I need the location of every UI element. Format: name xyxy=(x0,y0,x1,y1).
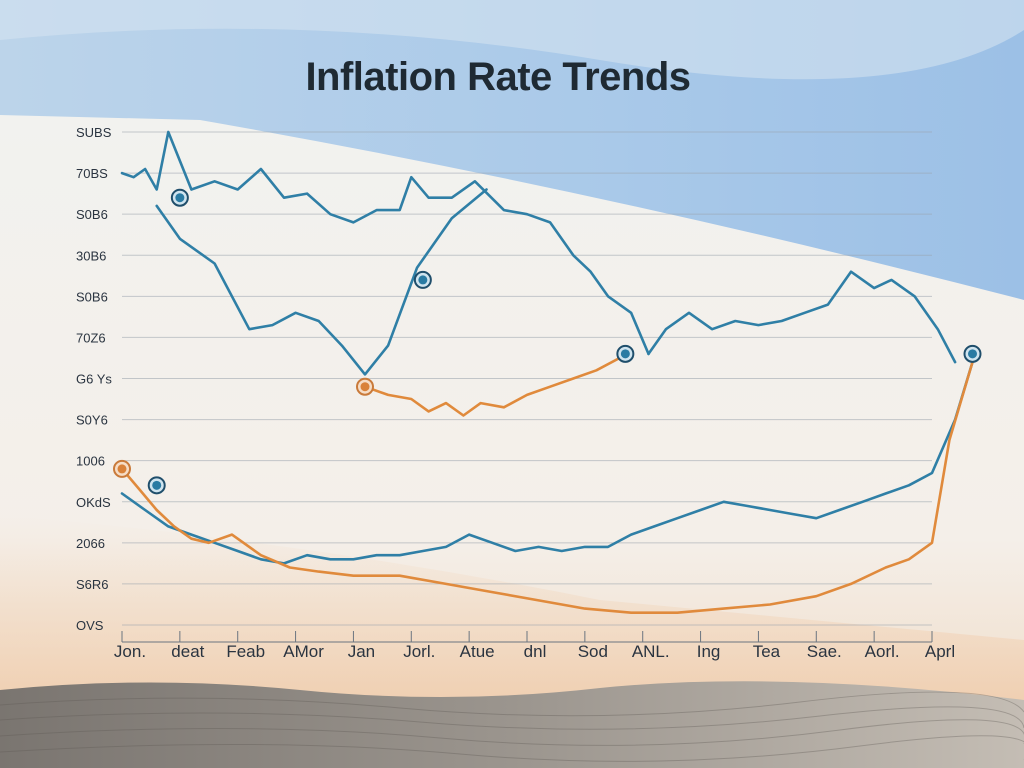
series-line-5 xyxy=(120,360,974,615)
data-point-marker xyxy=(113,459,131,478)
series-line-1 xyxy=(120,130,650,356)
y-tick-label: S0B6 xyxy=(76,289,108,304)
x-tick-label: Jan xyxy=(348,642,375,661)
x-tick-label: Feab xyxy=(226,642,265,661)
y-tick-label: S6R6 xyxy=(76,577,109,592)
y-tick-label: 70BS xyxy=(76,166,108,181)
data-point-marker xyxy=(413,270,432,289)
y-tick-label: 70Z6 xyxy=(76,330,106,345)
x-tick-label: Atue xyxy=(460,642,495,661)
series-layer xyxy=(120,130,974,615)
x-tick-label: Aprl xyxy=(925,642,955,661)
x-axis: Jon. deat Feab AMor Jan Jorl. Atue dnl Sod ANL. In… xyxy=(114,631,955,661)
data-point-marker xyxy=(170,188,189,207)
grid xyxy=(122,131,932,626)
y-tick-label: 30B6 xyxy=(76,248,106,263)
data-point-marker xyxy=(356,377,374,396)
series-line-6 xyxy=(363,356,621,417)
x-tick-label: dnl xyxy=(524,642,547,661)
y-tick-label: S0B6 xyxy=(76,207,108,222)
y-axis: SUBS 70BS S0B6 30B6 S0B6 70Z6 G6 Ys S0Y6 1006 OKd… xyxy=(76,125,112,633)
x-tick-label: deat xyxy=(171,642,204,661)
x-tick-label: Ing xyxy=(697,642,721,661)
y-tick-label: 2066 xyxy=(76,536,105,551)
x-tick-label: Tea xyxy=(753,642,781,661)
y-tick-label: OKdS xyxy=(76,495,111,510)
x-tick-label: ANL. xyxy=(632,642,670,661)
x-tick-label: Aorl. xyxy=(865,642,900,661)
x-tick-label: AMor xyxy=(283,642,324,661)
y-tick-label: S0Y6 xyxy=(76,413,108,428)
x-tick-label: Jon. xyxy=(114,642,146,661)
series-line-2 xyxy=(155,188,488,376)
data-point-marker xyxy=(616,344,635,363)
data-point-marker xyxy=(963,344,982,363)
y-tick-label: OVS xyxy=(76,618,104,633)
chart-title: Inflation Rate Trends xyxy=(305,55,690,99)
series-line-3 xyxy=(647,270,957,364)
x-tick-label: Jorl. xyxy=(403,642,435,661)
y-tick-label: 1006 xyxy=(76,454,105,469)
y-tick-label: SUBS xyxy=(76,125,112,140)
series-line-4 xyxy=(120,360,974,565)
data-point-marker xyxy=(147,476,166,495)
x-tick-label: Sod xyxy=(578,642,608,661)
y-tick-label: G6 Ys xyxy=(76,372,112,387)
x-tick-label: Sae. xyxy=(807,642,842,661)
marker-layer xyxy=(113,188,982,495)
